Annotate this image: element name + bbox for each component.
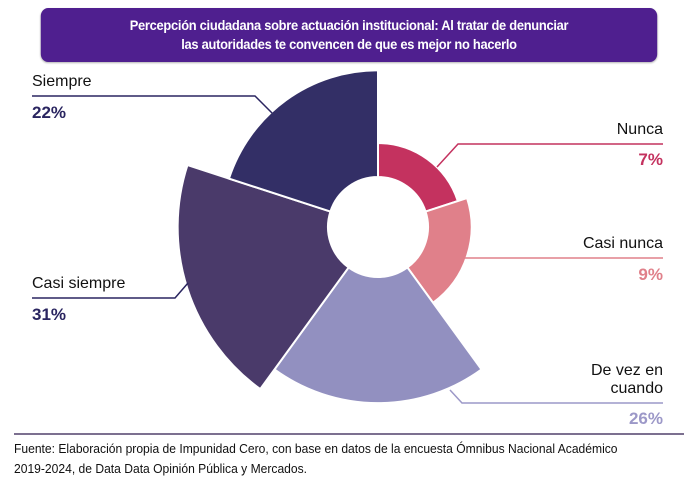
- category-label: Casi nunca: [583, 235, 663, 252]
- footer-divider: [14, 433, 684, 435]
- value-label: 26%: [629, 409, 663, 428]
- category-label: Nunca: [617, 121, 663, 138]
- chart-title-line-1: Percepción ciudadana sobre actuación ins…: [129, 17, 569, 33]
- segment-de-vez-en-cuando: [273, 266, 483, 405]
- value-label: 31%: [32, 305, 66, 324]
- chart-title: Percepción ciudadana sobre actuación ins…: [40, 8, 658, 62]
- leader-line: [436, 143, 663, 168]
- value-label: 7%: [638, 150, 663, 169]
- category-label: Casi siempre: [32, 275, 125, 292]
- value-label: 9%: [638, 265, 663, 284]
- leader-line: [32, 95, 273, 114]
- segment-casi-nunca: [405, 196, 473, 305]
- segment-casi-siempre: [176, 163, 351, 391]
- segment-nunca: [377, 142, 460, 213]
- value-label: 22%: [32, 103, 66, 122]
- segment-siempre: [227, 69, 379, 213]
- category-label: Siempre: [32, 73, 92, 90]
- leader-line: [32, 282, 189, 299]
- source-note: Fuente: Elaboración propia de Impunidad …: [14, 439, 646, 479]
- source-line-1: Fuente: Elaboración propia de Impunidad …: [14, 441, 618, 456]
- source-line-2: 2019-2024, de Data Data Opinión Pública …: [14, 461, 308, 476]
- category-label: De vez en: [591, 362, 663, 379]
- leader-line: [449, 389, 663, 404]
- category-label: cuando: [611, 380, 664, 397]
- chart-title-line-2: las autoridades te convencen de que es m…: [181, 36, 517, 52]
